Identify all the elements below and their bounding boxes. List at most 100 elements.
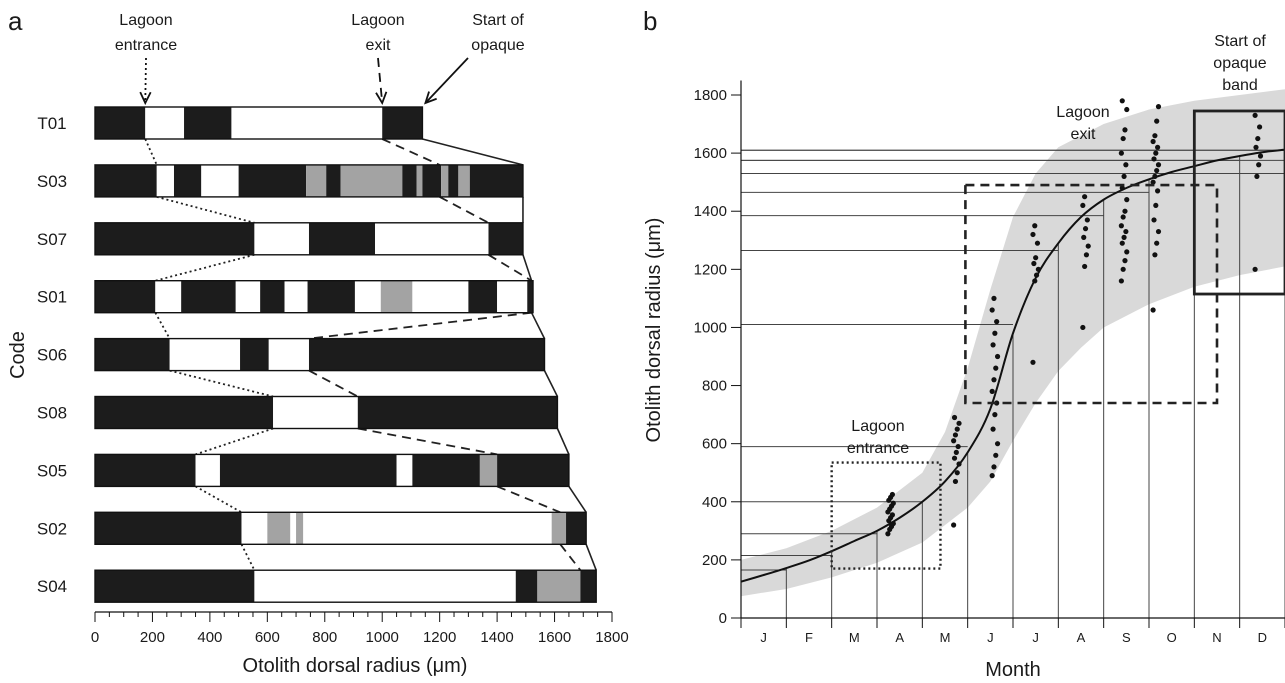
row-label-s02: S02: [37, 519, 67, 538]
segment-gray: [479, 454, 498, 487]
y-tick-label: 200: [702, 552, 727, 569]
segment-black: [469, 164, 523, 197]
data-point: [989, 473, 995, 479]
segment-black: [326, 164, 341, 197]
annotation-dashed-arrow: [377, 57, 384, 104]
connector-entrance-line: [195, 427, 274, 456]
connector-exit-line: [357, 427, 498, 456]
segment-black: [580, 570, 597, 603]
segment-black: [95, 512, 242, 545]
segment-black: [95, 164, 157, 197]
data-point: [1254, 173, 1260, 179]
data-point: [994, 441, 1001, 447]
panel-b-x-axis-title: Month: [985, 659, 1041, 681]
x-tick-label: 1200: [423, 629, 456, 646]
segment-black: [95, 222, 255, 255]
panel-letter-a: a: [8, 6, 23, 36]
data-point: [1031, 260, 1037, 267]
panel-a-connectors: [144, 138, 597, 571]
segment-black: [219, 454, 397, 487]
panel-letter-b: b: [643, 6, 657, 36]
data-point: [953, 449, 959, 455]
data-point: [951, 438, 957, 444]
panel-a-rows: T01 S03 S07 S01 S06 S08 S05 S02 S04: [37, 106, 597, 603]
row-s04: S04: [37, 569, 597, 603]
row-outline: [94, 222, 524, 256]
row-outline: [94, 395, 559, 430]
data-point: [1083, 252, 1090, 258]
segment-gray: [340, 164, 403, 197]
segment-gray: [551, 512, 567, 545]
data-point: [1122, 127, 1128, 133]
data-point: [990, 426, 996, 432]
panel-b-axes: 0 200 400 600 800 1000 1200 1400 1600 1800 J F M A M J J…: [694, 80, 1285, 645]
segment-black: [95, 396, 274, 429]
connector-exit-line: [496, 485, 561, 514]
data-point: [1151, 156, 1157, 162]
segment-gray: [380, 280, 413, 313]
segment-black: [382, 107, 423, 139]
x-tick-label: D: [1258, 630, 1267, 645]
segment-white: [290, 512, 297, 545]
connector-entrance-line: [169, 369, 274, 398]
data-point: [956, 461, 962, 467]
data-point: [1121, 234, 1127, 240]
segment-white: [303, 512, 337, 545]
segment-white: [354, 280, 381, 313]
segment-white: [155, 280, 182, 313]
row-t01: T01: [37, 106, 424, 140]
x-tick-label: 1000: [366, 629, 399, 646]
data-point: [1032, 278, 1038, 284]
segment-black: [527, 280, 534, 313]
data-point: [1257, 153, 1264, 159]
data-point: [954, 426, 960, 432]
segment-gray: [267, 512, 291, 545]
panel-b-plot-area: [741, 89, 1285, 618]
annotation-dotted-arrow: [144, 57, 147, 104]
data-point: [1153, 150, 1159, 156]
data-point: [991, 464, 997, 470]
segment-black: [357, 396, 558, 429]
data-point: [992, 330, 998, 336]
segment-white: [201, 164, 239, 197]
segment-black: [95, 280, 156, 313]
row-label-s08: S08: [37, 404, 67, 423]
segment-white: [156, 164, 174, 197]
data-point: [1154, 240, 1160, 246]
row-label-s04: S04: [37, 577, 67, 596]
y-tick-label: 1200: [694, 261, 727, 278]
data-point: [1120, 135, 1126, 142]
data-point: [951, 522, 957, 528]
data-point: [885, 531, 891, 537]
segment-black: [402, 164, 417, 197]
connector-exit-line: [308, 369, 359, 398]
annotation-lagoon-exit: Lagoon: [1056, 104, 1109, 121]
x-tick-label: N: [1212, 630, 1221, 645]
x-tick-label: 200: [140, 629, 165, 646]
connector-entrance-line: [240, 543, 256, 571]
connector-opaque-line: [556, 428, 570, 455]
y-tick-label: 0: [719, 610, 727, 627]
annotation-start-of-opaque-band: opaque: [1213, 55, 1266, 72]
data-point: [1118, 223, 1124, 229]
data-point: [952, 432, 959, 438]
x-tick-label: M: [940, 630, 951, 645]
x-tick-label: 400: [197, 629, 222, 646]
segment-white: [145, 107, 185, 139]
data-point: [1124, 197, 1130, 203]
segment-white: [336, 512, 552, 545]
data-point: [1119, 240, 1125, 246]
data-point: [1081, 234, 1087, 240]
data-point: [956, 420, 962, 426]
y-tick-label: 400: [702, 494, 727, 511]
segment-black: [238, 164, 307, 197]
data-point: [951, 455, 958, 461]
segment-black: [566, 512, 587, 545]
connector-exit-line: [559, 543, 582, 571]
segment-gray: [537, 570, 581, 603]
panel-a-x-axis-title: Otolith dorsal radius (μm): [243, 655, 468, 677]
segment-white: [254, 222, 309, 255]
connector-entrance-line: [155, 253, 255, 282]
segment-white: [273, 396, 358, 429]
